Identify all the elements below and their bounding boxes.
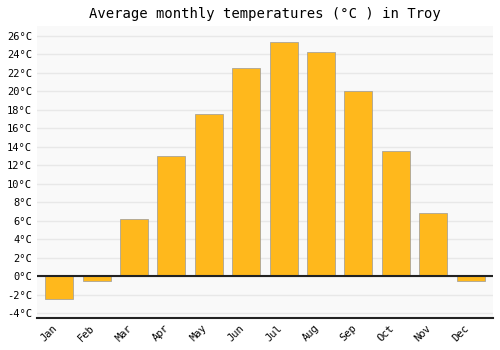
Title: Average monthly temperatures (°C ) in Troy: Average monthly temperatures (°C ) in Tr…: [89, 7, 441, 21]
Bar: [45, 276, 74, 299]
Bar: [158, 156, 186, 276]
Bar: [344, 91, 372, 276]
Bar: [120, 219, 148, 276]
Bar: [307, 52, 335, 276]
Bar: [232, 68, 260, 276]
Bar: [195, 114, 223, 276]
Bar: [270, 42, 297, 276]
Bar: [382, 151, 410, 276]
Bar: [456, 276, 484, 281]
Bar: [82, 276, 110, 281]
Bar: [419, 213, 447, 276]
